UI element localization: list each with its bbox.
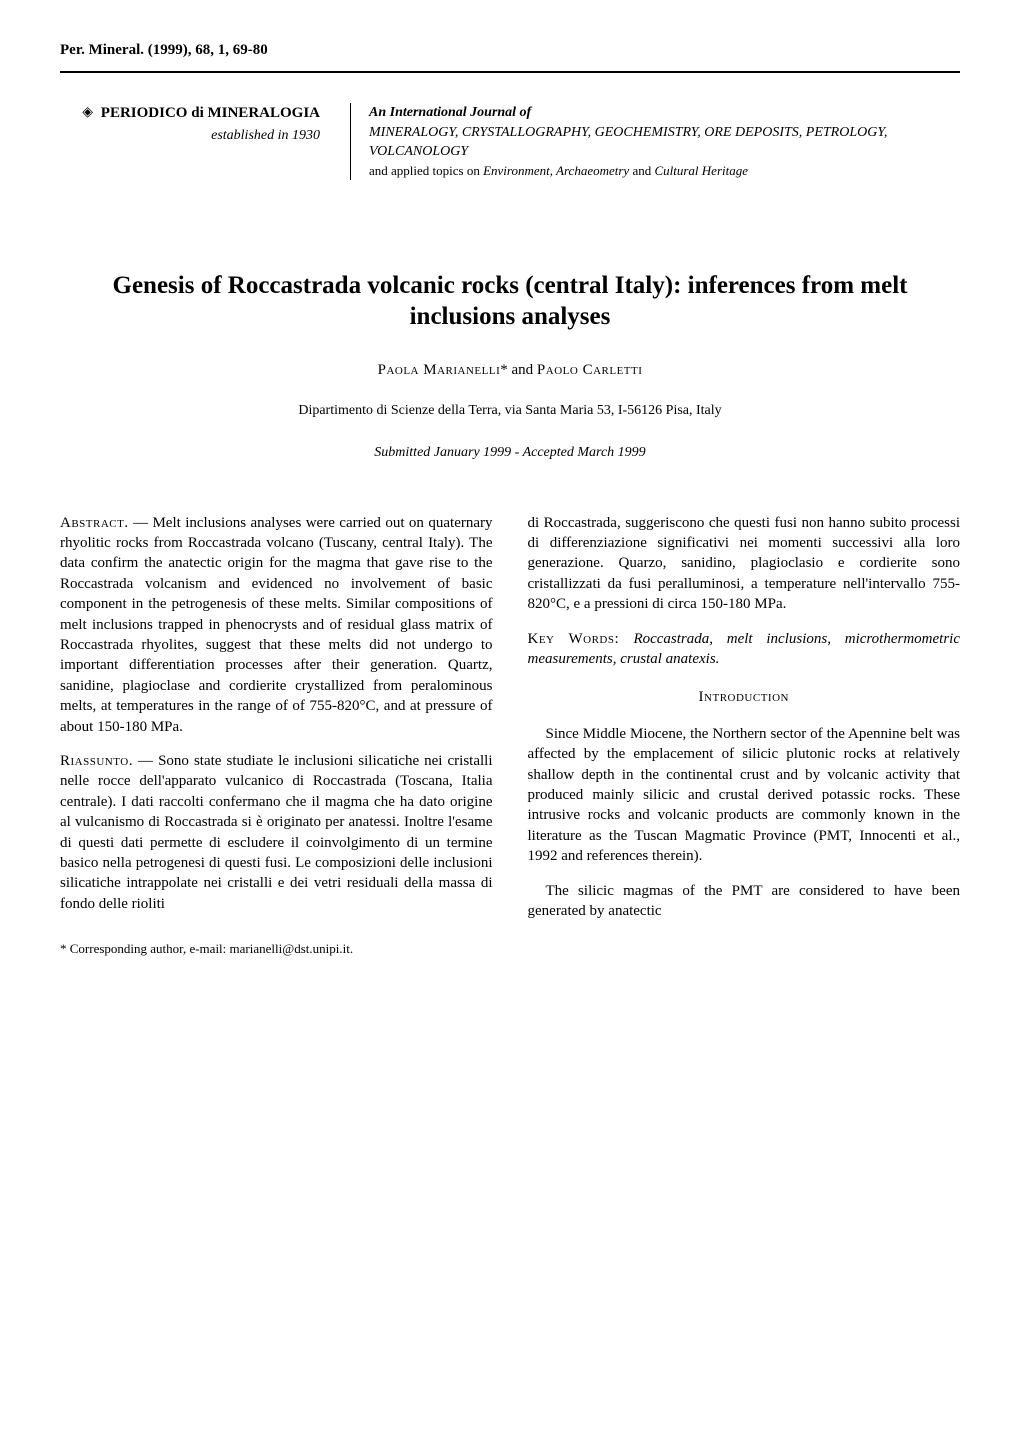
applied-ital2: Cultural Heritage [654, 163, 748, 178]
journal-right: An International Journal of MINERALOGY, … [350, 103, 960, 180]
article-title: Genesis of Roccastrada volcanic rocks (c… [100, 270, 920, 333]
journal-left: ◈ PERIODICO di MINERALOGIA established i… [60, 103, 320, 180]
right-column: di Roccastrada, suggeriscono che questi … [528, 513, 961, 972]
intro-p1: Since Middle Miocene, the Northern secto… [528, 724, 961, 867]
affiliation: Dipartimento di Scienze della Terra, via… [60, 401, 960, 421]
riassunto-label: Riassunto. [60, 753, 133, 769]
abstract-paragraph: Abstract. — Melt inclusions analyses wer… [60, 513, 493, 737]
journal-name: PERIODICO di MINERALOGIA [101, 105, 320, 121]
journal-applied: and applied topics on Environment, Archa… [369, 162, 960, 180]
author-star: * [500, 362, 508, 378]
journal-established: established in 1930 [60, 126, 320, 146]
submitted-line: Submitted January 1999 - Accepted March … [60, 443, 960, 463]
header-rule [60, 71, 960, 73]
applied-prefix: and applied topics on [369, 163, 483, 178]
author-1: Paola Marianelli [378, 362, 501, 378]
applied-mid: and [629, 163, 654, 178]
applied-ital1: Environment, Archaeometry [483, 163, 629, 178]
keywords-block: Key Words: Roccastrada, melt inclusions,… [528, 629, 961, 670]
author-2: Paolo Carletti [537, 362, 642, 378]
abstract-text: Melt inclusions analyses were carried ou… [60, 515, 493, 735]
journal-topics: MINERALOGY, CRYSTALLOGRAPHY, GEOCHEMISTR… [369, 123, 960, 162]
author-and: and [508, 362, 537, 378]
riassunto-text-left: Sono state studiate le inclusioni silica… [60, 753, 493, 912]
left-column: Abstract. — Melt inclusions analyses wer… [60, 513, 493, 972]
journal-block: ◈ PERIODICO di MINERALOGIA established i… [60, 103, 960, 180]
keywords-label: Key Words: [528, 631, 634, 647]
abstract-label: Abstract. [60, 515, 129, 531]
journal-subtitle: An International Journal of [369, 103, 960, 123]
riassunto-paragraph-right: di Roccastrada, suggeriscono che questi … [528, 513, 961, 615]
authors: Paola Marianelli* and Paolo Carletti [60, 360, 960, 381]
citation-header: Per. Mineral. (1999), 68, 1, 69-80 [60, 40, 960, 61]
riassunto-paragraph-left: Riassunto. — Sono state studiate le incl… [60, 751, 493, 914]
intro-p2: The silicic magmas of the PMT are consid… [528, 881, 961, 922]
corresponding-author-footnote: * Corresponding author, e-mail: marianel… [60, 940, 493, 958]
journal-badge-icon: ◈ [82, 103, 93, 123]
riassunto-dash: — [133, 753, 158, 769]
two-column-body: Abstract. — Melt inclusions analyses wer… [60, 513, 960, 972]
introduction-heading: Introduction [528, 687, 961, 707]
abstract-dash: — [129, 515, 153, 531]
